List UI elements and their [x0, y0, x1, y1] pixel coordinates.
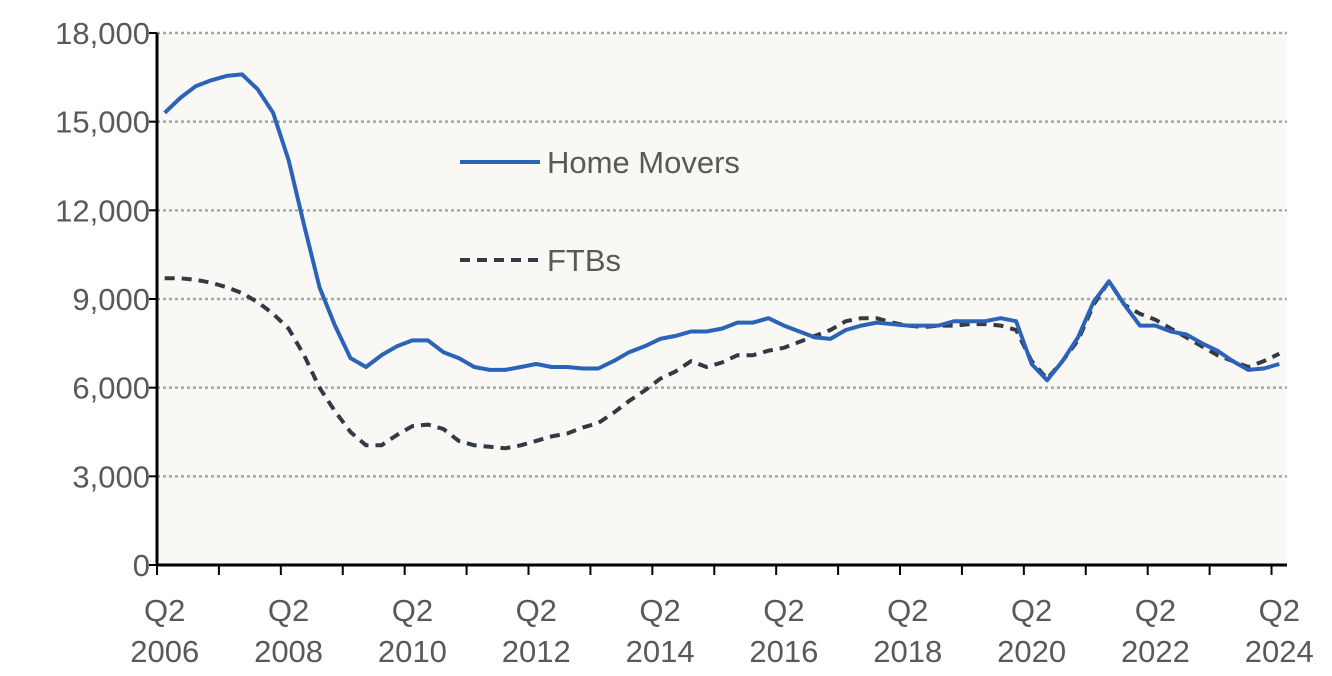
- x-tick-label-year: 2006: [130, 634, 199, 669]
- y-tick-label: 6,000: [72, 371, 150, 406]
- x-tick-label-quarter: Q2: [1011, 593, 1052, 628]
- x-tick-label-year: 2008: [254, 634, 323, 669]
- y-tick-label: 9,000: [72, 282, 150, 317]
- x-tick-label-quarter: Q2: [516, 593, 557, 628]
- legend-label-home-movers: Home Movers: [547, 145, 740, 180]
- series-line-ftbs: [164, 276, 1281, 451]
- x-tick-label-quarter: Q2: [1135, 593, 1176, 628]
- x-tick-label-quarter: Q2: [268, 593, 309, 628]
- x-tick-label-quarter: Q2: [1259, 593, 1300, 628]
- y-tick-label: 0: [133, 548, 150, 583]
- x-tick-label-quarter: Q2: [639, 593, 680, 628]
- y-tick-label: 18,000: [55, 16, 150, 51]
- x-axis: Q2 2006 Q2 2008 Q2 2010 Q2 2012 Q2 2014 Q2 2016 Q2 20…: [130, 33, 1314, 669]
- y-tick-label: 15,000: [55, 105, 150, 140]
- x-tick-label-year: 2016: [749, 634, 818, 669]
- x-tick-label-year: 2012: [502, 634, 571, 669]
- series-lines: [163, 72, 1281, 451]
- gridlines: [149, 31, 1287, 566]
- y-axis-tick-labels: 0 3,000 6,000 9,000 12,000 15,000 18,000: [55, 16, 150, 583]
- x-tick-label-quarter: Q2: [887, 593, 928, 628]
- series-line-home-movers: [163, 72, 1280, 383]
- x-tick-label-year: 2022: [1121, 634, 1190, 669]
- y-tick-label: 3,000: [72, 459, 150, 494]
- x-tick-label-year: 2020: [997, 634, 1066, 669]
- x-tick-label-year: 2018: [873, 634, 942, 669]
- y-tick-label: 12,000: [55, 193, 150, 228]
- legend: Home Movers FTBs: [460, 145, 740, 278]
- x-tick-label-quarter: Q2: [763, 593, 804, 628]
- x-tick-label-year: 2010: [378, 634, 447, 669]
- x-tick-label-quarter: Q2: [392, 593, 433, 628]
- legend-label-ftbs: FTBs: [547, 243, 621, 278]
- x-tick-label-year: 2014: [626, 634, 695, 669]
- x-tick-label-year: 2024: [1245, 634, 1314, 669]
- x-tick-label-quarter: Q2: [144, 593, 185, 628]
